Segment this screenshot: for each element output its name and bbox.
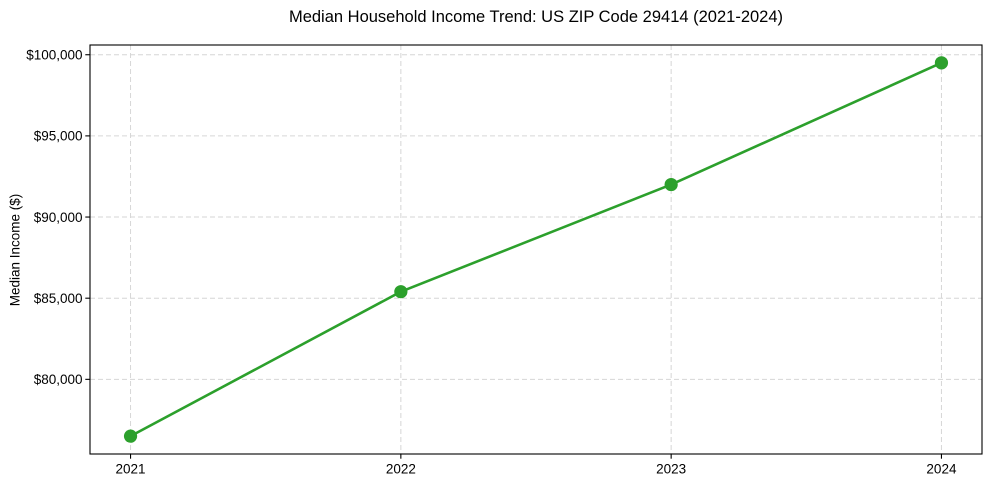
chart-title: Median Household Income Trend: US ZIP Co…	[288, 8, 784, 26]
y-tick-label: $90,000	[34, 210, 83, 225]
axes-border	[89, 44, 983, 455]
y-tick-label: $80,000	[34, 372, 83, 387]
y-tick-label: $100,000	[26, 48, 82, 63]
y-tick-label: $95,000	[34, 129, 83, 144]
x-tick-label: 2024	[926, 462, 957, 477]
x-tick-label: 2022	[386, 462, 416, 477]
data-point-marker	[394, 285, 408, 299]
data-point-marker	[123, 429, 138, 443]
x-tick-label: 2021	[116, 462, 146, 477]
trend-line	[129, 61, 943, 438]
data-point-marker	[934, 56, 949, 70]
y-axis-label: Median Income ($)	[7, 193, 23, 307]
data-point-marker	[664, 177, 678, 192]
y-tick-label: $85,000	[34, 291, 83, 306]
x-tick-label: 2023	[656, 462, 686, 477]
